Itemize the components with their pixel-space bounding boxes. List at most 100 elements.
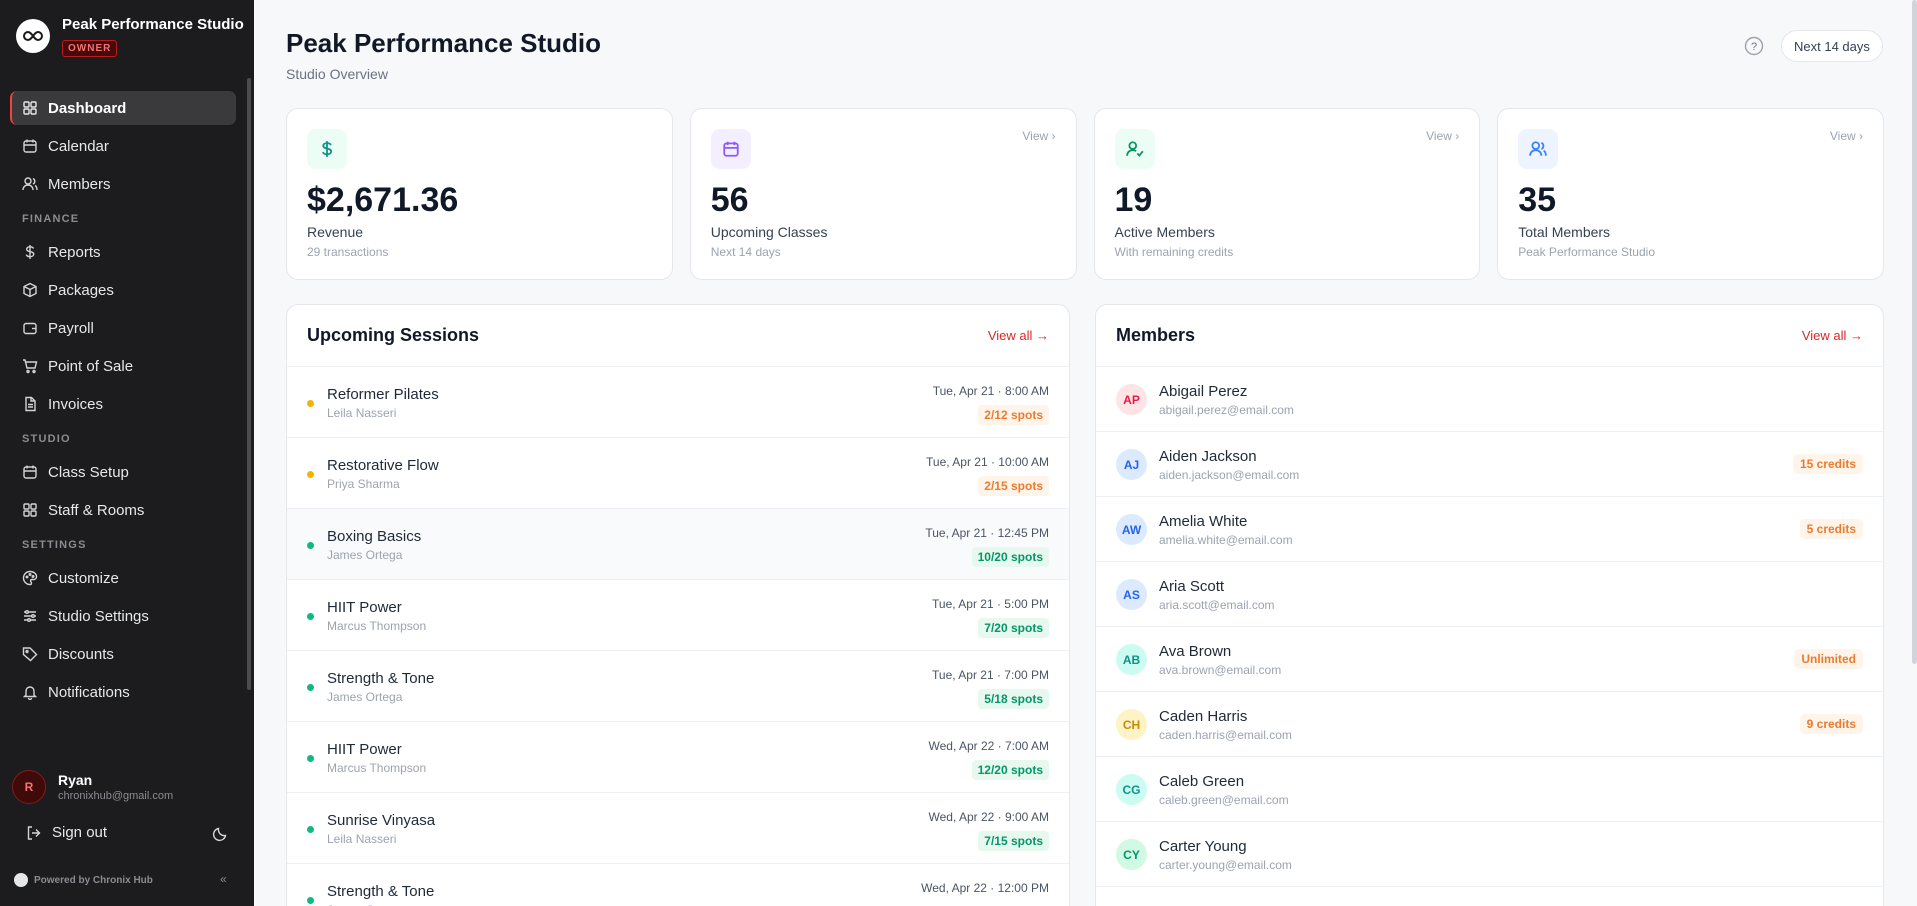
page-scrollbar[interactable] — [1912, 0, 1917, 664]
session-row[interactable]: Restorative Flow Priya Sharma Tue, Apr 21 … — [287, 438, 1069, 509]
member-row[interactable]: CG Caleb Green caleb.green@email.com — [1096, 757, 1883, 822]
member-row[interactable]: CY Carter Young carter.young@email.com — [1096, 822, 1883, 887]
page-subtitle: Studio Overview — [286, 66, 388, 82]
sidebar-item-customize[interactable]: Customize — [10, 561, 236, 595]
stat-label: Total Members — [1518, 224, 1611, 240]
member-row[interactable]: AJ Aiden Jackson aiden.jackson@email.com 15… — [1096, 432, 1883, 497]
member-email: ava.brown@email.com — [1159, 663, 1282, 677]
section-studio: STUDIO — [22, 433, 71, 445]
sidebar-item-studio-settings[interactable]: Studio Settings — [10, 599, 236, 633]
member-row[interactable]: CH Caden Harris caden.harris@email.com 9 cr… — [1096, 692, 1883, 757]
session-time: Tue, Apr 21 · 7:00 PM — [932, 668, 1049, 682]
member-row[interactable]: AB Ava Brown ava.brown@email.com Unlimited — [1096, 627, 1883, 692]
member-row[interactable]: AW Amelia White amelia.white@email.com 5 cr… — [1096, 497, 1883, 562]
help-icon[interactable]: ? — [1744, 36, 1764, 61]
stats-row: $2,671.36 Revenue 29 transactions View ›… — [286, 108, 1884, 280]
avatar: CH — [1116, 709, 1147, 740]
sidebar-item-notifications[interactable]: Notifications — [10, 675, 236, 709]
sidebar-item-payroll[interactable]: Payroll — [10, 311, 236, 345]
member-email: abigail.perez@email.com — [1159, 403, 1294, 417]
sliders-icon — [24, 610, 36, 622]
view-all-sessions-link[interactable]: View all → — [987, 328, 1049, 343]
session-row[interactable]: Sunrise Vinyasa Leila Nasseri Wed, Apr 22 … — [287, 793, 1069, 864]
sidebar-item-invoices[interactable]: Invoices — [10, 387, 236, 421]
credits-badge: 9 credits — [1799, 714, 1863, 734]
session-row[interactable]: Boxing Basics James Ortega Tue, Apr 21 · 1… — [287, 509, 1069, 580]
view-total-members-link[interactable]: View › — [1829, 129, 1863, 143]
sidebar-item-label: Studio Settings — [48, 607, 149, 625]
stat-value: 19 — [1114, 181, 1153, 219]
theme-toggle-button[interactable] — [212, 826, 228, 847]
session-name: Boxing Basics — [327, 528, 422, 545]
sidebar-item-calendar[interactable]: Calendar — [10, 129, 236, 163]
collapse-sidebar-icon[interactable]: « — [220, 872, 227, 886]
sidebar-item-label: Reports — [48, 243, 101, 261]
credits-badge: 15 credits — [1792, 454, 1863, 474]
stat-subtext: 29 transactions — [307, 245, 389, 259]
sidebar-item-label: Invoices — [48, 395, 104, 413]
session-instructor: James Ortega — [327, 548, 403, 562]
member-email: aiden.jackson@email.com — [1159, 468, 1300, 482]
member-name: Ava Brown — [1159, 643, 1232, 660]
session-time: Wed, Apr 22 · 7:00 AM — [928, 739, 1049, 753]
main-content: Peak Performance Studio Studio Overview … — [254, 0, 1917, 906]
member-name: Aria Scott — [1159, 578, 1225, 595]
moon-icon — [212, 827, 227, 842]
session-time: Tue, Apr 21 · 8:00 AM — [932, 384, 1049, 398]
session-time: Wed, Apr 22 · 12:00 PM — [921, 881, 1049, 895]
user-check-icon — [1114, 129, 1155, 169]
session-name: HIIT Power — [327, 741, 402, 758]
member-row[interactable]: AP Abigail Perez abigail.perez@email.com — [1096, 367, 1883, 432]
avatar: AW — [1116, 514, 1147, 545]
sidebar-item-reports[interactable]: Reports — [10, 235, 236, 269]
status-dot — [307, 755, 314, 762]
sidebar-scrollbar[interactable] — [247, 78, 251, 690]
powered-by: Powered by Chronix Hub — [14, 873, 153, 887]
member-name: Aiden Jackson — [1159, 448, 1257, 465]
panel-title: Members — [1116, 325, 1196, 345]
sign-out-icon — [27, 825, 41, 840]
view-all-members-link[interactable]: View all → — [1801, 328, 1863, 343]
sign-out-button[interactable]: Sign out — [26, 824, 107, 841]
member-name: Carter Young — [1159, 838, 1247, 855]
session-instructor: Priya Sharma — [327, 477, 400, 491]
avatar: R — [12, 770, 46, 804]
dollar-icon — [25, 245, 35, 259]
session-row[interactable]: Strength & Tone James Ortega Wed, Apr 22 ·… — [287, 864, 1069, 906]
sidebar-item-class-setup[interactable]: Class Setup — [10, 455, 236, 489]
session-row[interactable]: Strength & Tone James Ortega Tue, Apr 21 ·… — [287, 651, 1069, 722]
sidebar-item-point-of-sale[interactable]: Point of Sale — [10, 349, 236, 383]
stat-subtext: With remaining credits — [1114, 245, 1234, 259]
user-profile[interactable]: R Ryan chronixhub@gmail.com — [12, 770, 238, 804]
date-range-button[interactable]: Next 14 days — [1781, 30, 1883, 62]
spots-badge: 5/18 spots — [978, 689, 1049, 709]
member-email: carter.young@email.com — [1159, 858, 1292, 872]
sidebar-item-packages[interactable]: Packages — [10, 273, 236, 307]
avatar: CY — [1116, 839, 1147, 870]
credits-badge: Unlimited — [1794, 649, 1863, 669]
member-row[interactable]: AS Aria Scott aria.scott@email.com — [1096, 562, 1883, 627]
stat-value: $2,671.36 — [307, 181, 459, 219]
session-instructor: Leila Nasseri — [327, 406, 397, 420]
stat-value: 56 — [710, 181, 749, 219]
session-row[interactable]: HIIT Power Marcus Thompson Wed, Apr 22 · 7… — [287, 722, 1069, 793]
session-instructor: Marcus Thompson — [327, 619, 427, 633]
view-active-members-link[interactable]: View › — [1426, 129, 1460, 143]
help-glyph: ? — [1751, 41, 1757, 53]
sidebar-item-staff-rooms[interactable]: Staff & Rooms — [10, 493, 236, 527]
sidebar-item-discounts[interactable]: Discounts — [10, 637, 236, 671]
session-list: Reformer Pilates Leila Nasseri Tue, Apr 21… — [287, 367, 1069, 906]
stat-card-upcoming-classes: View › 56 Upcoming Classes Next 14 days — [689, 108, 1077, 280]
calendar-icon — [23, 139, 37, 153]
sidebar-item-dashboard[interactable]: Dashboard — [10, 91, 236, 125]
session-row[interactable]: Reformer Pilates Leila Nasseri Tue, Apr 21… — [287, 367, 1069, 438]
spots-badge: 2/15 spots — [978, 476, 1049, 496]
sidebar-item-members[interactable]: Members — [10, 167, 236, 201]
brand: Peak Performance Studio OWNER — [16, 16, 244, 57]
stat-subtext: Peak Performance Studio — [1518, 245, 1655, 259]
session-instructor: Marcus Thompson — [327, 761, 427, 775]
view-classes-link[interactable]: View › — [1022, 129, 1056, 143]
session-row[interactable]: HIIT Power Marcus Thompson Tue, Apr 21 · 5… — [287, 580, 1069, 651]
member-list: AP Abigail Perez abigail.perez@email.com AJ… — [1096, 367, 1883, 887]
user-name: Ryan — [58, 772, 93, 788]
